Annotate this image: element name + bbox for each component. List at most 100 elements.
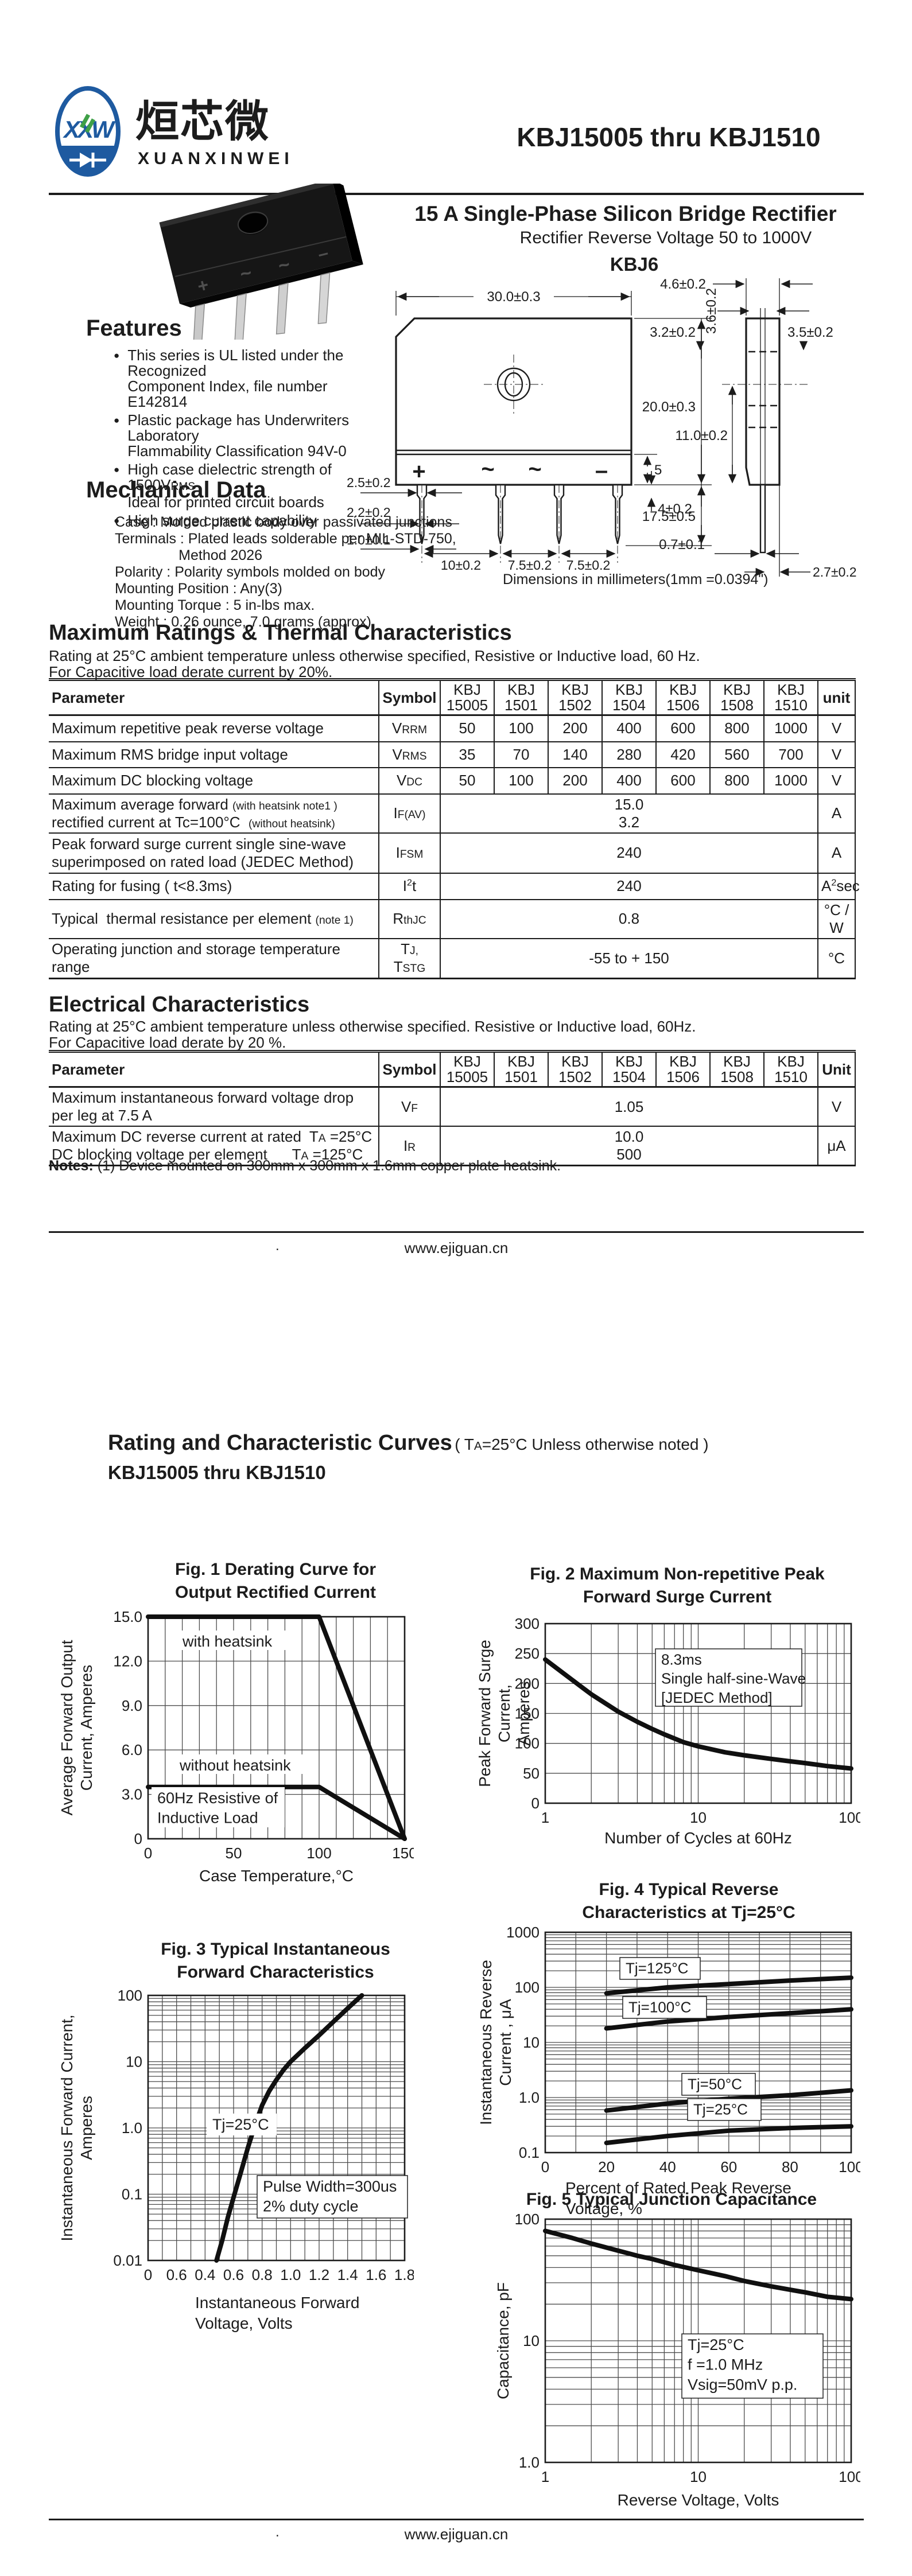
mechanical-line: Weight : 0.26 ounce, 7.0 grams (approx) bbox=[115, 614, 371, 630]
curves-heading-condition: ( TA=25°C Unless otherwise noted ) bbox=[455, 1435, 709, 1453]
fig4-annotation: Tj=50°C bbox=[688, 2075, 742, 2092]
cell-value-span: 10.0 500 bbox=[440, 1126, 818, 1166]
fig4-series-Tj=125C bbox=[604, 1975, 853, 1996]
fig5-xtick: 100 bbox=[839, 2468, 860, 2485]
fig2-plot: 8.3ms Single half-sine-Wave [JEDEC Method]… bbox=[500, 1615, 864, 1831]
cell-value: 1000 bbox=[763, 767, 818, 795]
cell-unit: V bbox=[817, 1087, 856, 1127]
fig5-chart: Tj=25°C f =1.0 MHz Vsig=50mV p.p. 1 10 100 100… bbox=[515, 2211, 864, 2485]
cell-symbol: IR bbox=[378, 1126, 440, 1166]
cell-value: 560 bbox=[709, 741, 764, 768]
dim-lead-tip: 1.0±0.1 bbox=[347, 532, 391, 547]
footer-rule-2 bbox=[49, 2519, 864, 2520]
fig2-annotation: 8.3ms bbox=[661, 1651, 702, 1668]
subtitle: 15 A Single-Phase Silicon Bridge Rectifi… bbox=[414, 202, 837, 225]
notes: Notes: (1) Device mounted on 300mm x 300… bbox=[49, 1158, 561, 1174]
cell-value-span: 240 bbox=[440, 873, 818, 900]
cell-unit: A2sec bbox=[817, 873, 860, 900]
cell-unit: V bbox=[817, 715, 856, 742]
col-header-model: KBJ 1501 bbox=[494, 678, 548, 716]
fig4-xlabel: Percent of Rated Peak Reverse Voltage, % bbox=[565, 2179, 791, 2217]
fig2-annotation-box bbox=[655, 1648, 802, 1707]
curves-part-range: KBJ15005 thru KBJ1510 bbox=[108, 1462, 326, 1483]
ratings-table: Parameter Symbol KBJ 15005 KBJ 1501 KBJ 1502 KBJ… bbox=[49, 678, 860, 979]
fig1-ytick: 6.0 bbox=[122, 1741, 142, 1758]
cell-value: 200 bbox=[548, 715, 602, 742]
col-header-model: KBJ 1502 bbox=[548, 1050, 602, 1088]
fig5-plot: Tj=25°C f =1.0 MHz Vsig=50mV p.p. 1 10 100 100… bbox=[510, 2211, 864, 2491]
subtitle-voltage-range: Rectifier Reverse Voltage 50 to 1000V bbox=[519, 228, 812, 247]
fig3-xtick: 0.4 bbox=[195, 2266, 215, 2283]
fig2-ytick: 150 bbox=[515, 1705, 540, 1722]
dim-lead-upper: 4±0.2 bbox=[658, 501, 692, 517]
package-label: KBJ6 bbox=[610, 254, 659, 275]
fig4-xtick: 60 bbox=[720, 2158, 737, 2176]
cell-value-span: -55 to + 150 bbox=[440, 938, 818, 979]
dim-hole-dia: 3.5±0.2 bbox=[787, 325, 833, 340]
dim-lead-setback: 2.7±0.2 bbox=[813, 565, 857, 579]
polarity-plus: + bbox=[412, 459, 425, 484]
fig1-xtick: 150 bbox=[392, 1845, 414, 1862]
fig2-series-surge bbox=[543, 1657, 853, 1771]
dim-lead-length: 17.5±0.5 bbox=[642, 509, 696, 524]
cell-value: 50 bbox=[440, 715, 494, 742]
mechanical-list: Case : Molded plastic body over passivat… bbox=[115, 514, 471, 631]
cell-symbol: VDC bbox=[378, 767, 440, 795]
footer-url-2: www.ejiguan.cn bbox=[404, 2526, 509, 2543]
fig2-ytick: 300 bbox=[515, 1617, 540, 1632]
cell-value: 700 bbox=[763, 741, 818, 768]
fig4-annotation-box bbox=[687, 2098, 762, 2121]
cell-value: 280 bbox=[601, 741, 656, 768]
cell-symbol: VF bbox=[378, 1087, 440, 1127]
cell-value-span: 240 bbox=[440, 832, 818, 874]
fig3-xtick: 1.4 bbox=[337, 2266, 358, 2283]
cell-parameter: Maximum DC blocking voltage bbox=[49, 767, 379, 795]
cell-value: 35 bbox=[440, 741, 494, 768]
cell-symbol: IF(AV) bbox=[378, 793, 440, 834]
cell-symbol: IFSM bbox=[378, 832, 440, 874]
col-header-model: KBJ 1510 bbox=[763, 1050, 818, 1088]
fig3-ytick: 1.0 bbox=[122, 2119, 142, 2137]
fig4-ytick: 10 bbox=[523, 2034, 540, 2051]
fig4-annotation-box bbox=[622, 1996, 707, 2019]
col-header-model: KBJ 1504 bbox=[601, 1050, 656, 1088]
dim-hole-offset: 3.2±0.2 bbox=[650, 325, 696, 340]
cell-parameter: Maximum average forward (with heatsink n… bbox=[49, 793, 379, 834]
fig2-ytick: 200 bbox=[515, 1675, 540, 1692]
features-list: ● This series is UL listed under the Reco… bbox=[114, 348, 355, 531]
fig4-xtick: 40 bbox=[659, 2158, 676, 2176]
cell-value-span: 15.0 3.2 bbox=[440, 793, 818, 834]
fig4-annotation: Tj=100°C bbox=[628, 1998, 691, 2015]
fig1-ytick: 12.0 bbox=[113, 1652, 142, 1670]
cell-value: 600 bbox=[655, 715, 710, 742]
fig1-annotation: with heatsink bbox=[182, 1633, 273, 1650]
fig1-ytick: 15.0 bbox=[113, 1610, 142, 1625]
fig5-annotation: Vsig=50mV p.p. bbox=[688, 2376, 797, 2393]
fig5-annotation: Tj=25°C bbox=[688, 2336, 744, 2353]
fig1-annotation: 60Hz Resistive of bbox=[157, 1789, 278, 1807]
mechanical-heading: Mechanical Data bbox=[86, 477, 266, 503]
cell-unit: A bbox=[817, 832, 856, 874]
bullet-icon: ● bbox=[114, 350, 120, 361]
notes-label: Notes: bbox=[49, 1158, 94, 1174]
cell-parameter: Maximum instantaneous forward voltage dr… bbox=[49, 1087, 379, 1127]
fig4-xtick: 0 bbox=[541, 2158, 549, 2176]
cell-unit: V bbox=[817, 741, 856, 768]
bullet-icon: ● bbox=[114, 464, 120, 475]
fig4-ytick: 100 bbox=[515, 1979, 540, 1996]
feature-item: ● Plastic package has Underwriters Labora… bbox=[114, 411, 350, 460]
fig1-chart: with heatsink without heatsink 60Hz Resist… bbox=[113, 1608, 417, 1862]
polarity-minus: – bbox=[595, 458, 608, 483]
bullet-icon: ● bbox=[114, 415, 120, 426]
fig2-xtick: 10 bbox=[690, 1809, 707, 1826]
col-header-model: KBJ 1504 bbox=[601, 678, 656, 716]
cell-value-span: 0.8 bbox=[440, 899, 818, 939]
fig4-series-Tj=25C bbox=[604, 2124, 853, 2146]
fig3-xtick: 1.8 bbox=[394, 2266, 414, 2283]
dim-width: 30.0±0.3 bbox=[487, 289, 540, 305]
electrical-condition-1: Rating at 25°C ambient temperature unles… bbox=[49, 1018, 696, 1035]
fig3-annotation: Pulse Width=300us bbox=[263, 2178, 397, 2195]
col-header-model: KBJ 1506 bbox=[655, 678, 710, 716]
ratings-heading: Maximum Ratings & Thermal Characteristic… bbox=[49, 621, 512, 645]
